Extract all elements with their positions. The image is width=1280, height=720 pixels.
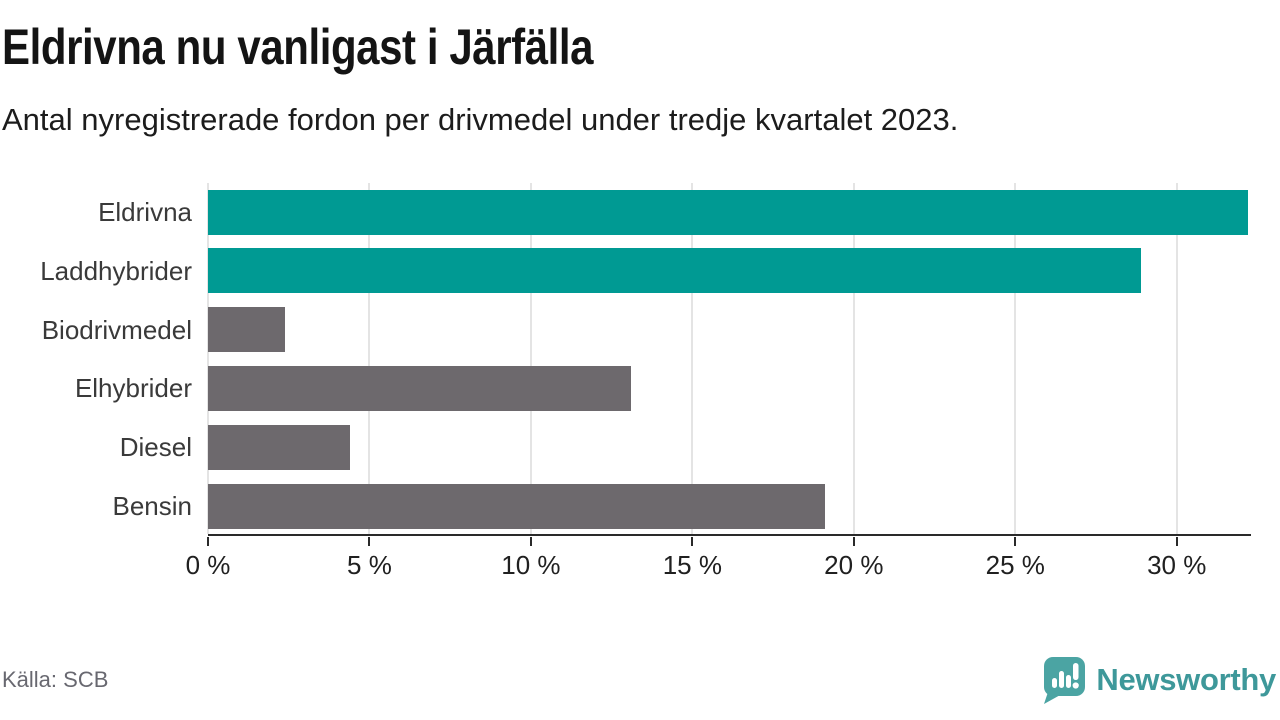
newsworthy-logo[interactable]: Newsworthy xyxy=(1041,654,1276,706)
bar-elhybrider xyxy=(208,366,631,411)
tick-label-30: 30 % xyxy=(1147,550,1207,580)
bar-row-biodrivmedel xyxy=(208,301,1251,360)
tick-label-10: 10 % xyxy=(501,550,561,580)
category-label-elhybrider: Elhybrider xyxy=(74,373,192,404)
bar-row-bensin xyxy=(208,477,1251,536)
newsworthy-chart-bubble-icon xyxy=(1044,657,1086,704)
bar-bensin xyxy=(208,483,825,529)
tick-mark-15 xyxy=(691,537,694,546)
bars-layer xyxy=(208,183,1251,534)
gridline-30 xyxy=(1175,183,1178,534)
tick-label-15: 15 % xyxy=(662,550,722,580)
tick-mark-0 xyxy=(207,537,209,546)
chart-title: Eldrivna nu vanligast i Järfälla xyxy=(2,19,594,75)
gridline-0 xyxy=(207,183,209,534)
tick-label-25: 25 % xyxy=(985,550,1045,580)
bar-row-eldrivna xyxy=(208,183,1251,242)
plot-area xyxy=(207,183,1251,536)
x-axis: 0 % 5 % 10 % 15 % 20 % 25 % 30 % xyxy=(186,537,1251,584)
bar-biodrivmedel xyxy=(208,307,286,353)
tick-mark-25 xyxy=(1014,537,1017,546)
category-label-column: Eldrivna Laddhybrider Biodrivmedel Elhybrid… xyxy=(0,183,192,536)
tick-label-5: 5 % xyxy=(347,550,392,580)
newsworthy-wordmark: Newsworthy xyxy=(1096,662,1276,697)
bar-row-diesel xyxy=(208,418,1251,477)
gridline-20 xyxy=(852,183,855,534)
tick-mark-5 xyxy=(368,537,371,546)
grid-layer xyxy=(207,183,1251,534)
bar-row-elhybrider xyxy=(208,360,1251,419)
tick-mark-30 xyxy=(1175,537,1178,546)
category-label-diesel: Diesel xyxy=(119,432,192,463)
category-label-bensin: Bensin xyxy=(112,491,193,522)
tick-label-0: 0 % xyxy=(185,550,231,580)
gridline-25 xyxy=(1014,183,1017,534)
category-label-eldrivna: Eldrivna xyxy=(98,196,192,227)
tick-mark-20 xyxy=(852,537,855,546)
source-label: Källa: SCB xyxy=(2,667,109,692)
category-label-laddhybrider: Laddhybrider xyxy=(40,255,192,286)
category-label-biodrivmedel: Biodrivmedel xyxy=(41,314,192,345)
tick-label-20: 20 % xyxy=(824,550,884,580)
chart-subtitle: Antal nyregistrerade fordon per drivmede… xyxy=(2,102,959,137)
gridline-5 xyxy=(368,183,371,534)
gridline-15 xyxy=(691,183,694,534)
tick-mark-10 xyxy=(529,537,532,546)
bar-row-laddhybrider xyxy=(208,242,1251,301)
bar-eldrivna xyxy=(208,189,1248,235)
bar-laddhybrider xyxy=(208,248,1142,294)
bar-diesel xyxy=(208,424,351,470)
gridline-10 xyxy=(529,183,532,534)
